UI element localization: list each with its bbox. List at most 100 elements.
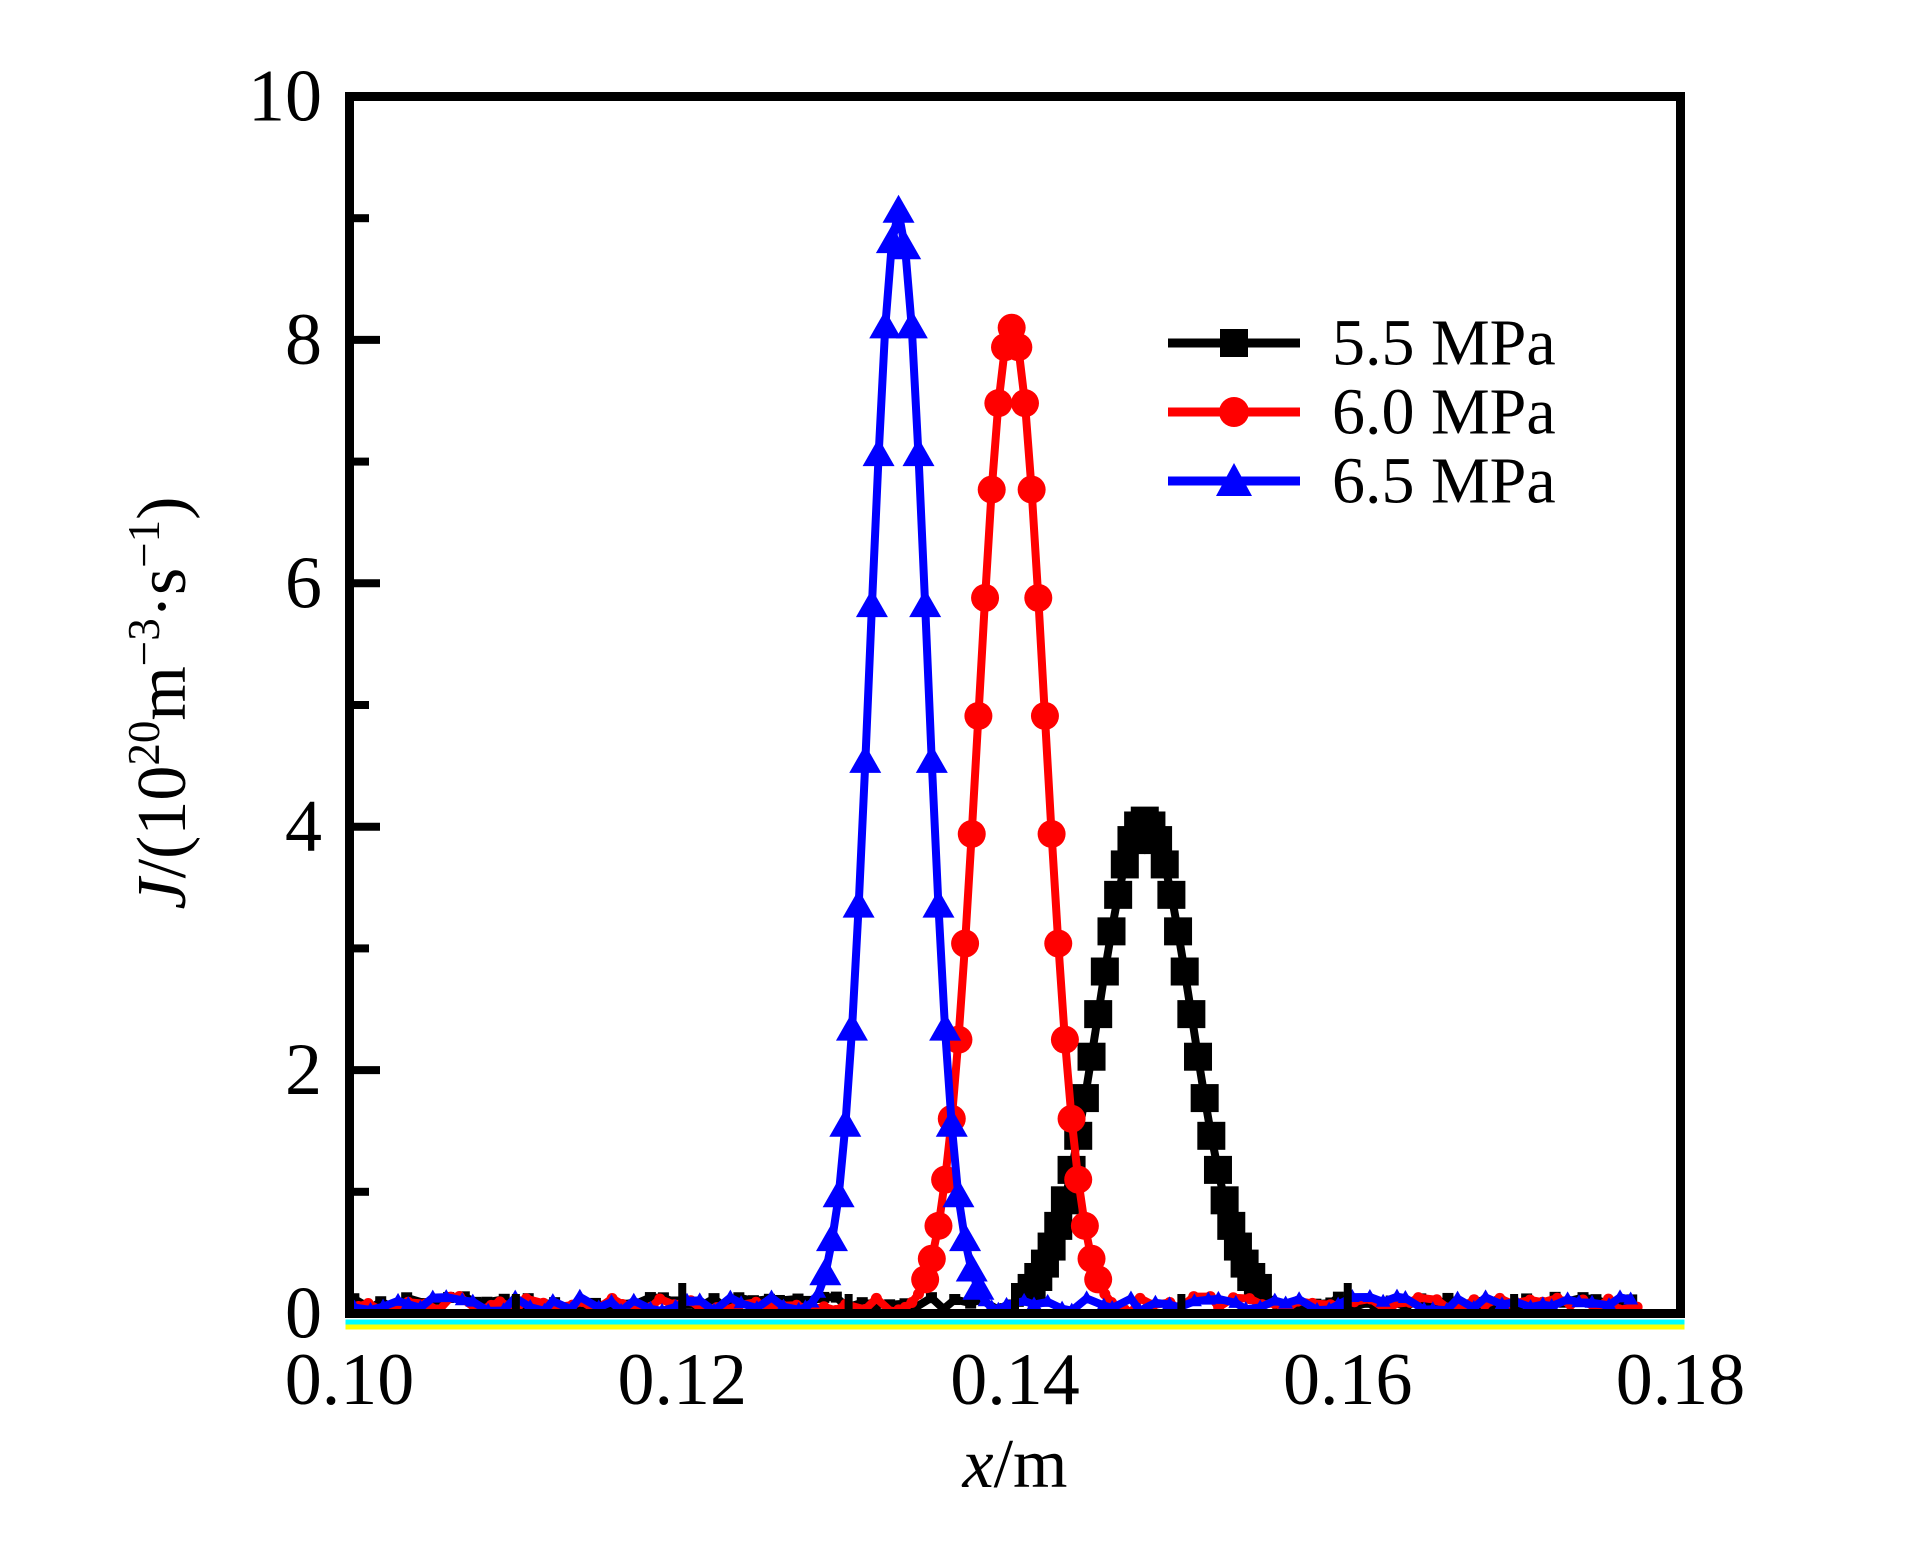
x-tick-label: 0.10 [285, 1339, 415, 1421]
marker-square [1197, 1121, 1226, 1150]
marker-square [1077, 1042, 1106, 1071]
marker-square [1210, 1186, 1239, 1215]
y-tick-label: 10 [248, 56, 322, 138]
marker-circle [977, 475, 1006, 504]
marker-square [1084, 1000, 1113, 1029]
marker-triangle [1162, 1296, 1178, 1310]
marker-triangle [1623, 1291, 1639, 1305]
series-6-5-mpa [346, 194, 1639, 1316]
legend-triangle-marker-icon [1216, 463, 1252, 496]
legend-label: 6.5 MPa [1332, 445, 1556, 518]
marker-square [830, 1291, 842, 1303]
marker-circle [1084, 1265, 1113, 1294]
marker-triangle [1210, 1290, 1226, 1304]
marker-circle [1050, 1025, 1079, 1054]
marker-triangle [935, 1108, 968, 1137]
y-tick-labels: 0 2 4 6 8 10 [248, 56, 322, 1355]
marker-triangle [400, 1296, 416, 1310]
marker-square [792, 1293, 804, 1305]
legend: 5.5 MPa 6.0 MPa 6.5 MPa [1168, 307, 1556, 518]
marker-triangle [1040, 1293, 1056, 1307]
marker-triangle [889, 231, 922, 260]
marker-triangle [1079, 1290, 1095, 1304]
y-tick-label: 4 [285, 786, 322, 868]
marker-triangle [1200, 1291, 1216, 1305]
marker-triangle [1123, 1290, 1139, 1304]
marker-triangle [454, 1292, 470, 1306]
marker-circle [971, 583, 1000, 612]
marker-triangle [438, 1289, 454, 1303]
marker-triangle [902, 438, 935, 467]
legend-item-5-5-mpa: 5.5 MPa [1168, 307, 1556, 380]
marker-square [1044, 1211, 1073, 1240]
marker-square [1177, 1000, 1206, 1029]
legend-label: 5.5 MPa [1332, 307, 1556, 380]
marker-triangle [1186, 1293, 1202, 1307]
marker-circle [1017, 475, 1046, 504]
marker-triangle [962, 1271, 995, 1300]
marker-circle [1057, 1104, 1086, 1133]
marker-triangle [1147, 1294, 1163, 1308]
y-axis-title: J/(1020m−3·s−1) [119, 497, 201, 910]
marker-triangle [1375, 1293, 1391, 1307]
series-layer [346, 194, 1643, 1318]
marker-triangle [522, 1299, 538, 1313]
marker-triangle [465, 1293, 481, 1307]
series-5-5-mpa [348, 806, 1638, 1317]
marker-square [1150, 850, 1179, 879]
series-line [353, 208, 1632, 1315]
marker-circle [1010, 389, 1039, 418]
marker-circle [1070, 1211, 1099, 1240]
marker-triangle [929, 1012, 962, 1041]
x-tick-label: 0.18 [1616, 1339, 1746, 1421]
marker-triangle [1016, 1292, 1032, 1306]
marker-square [1157, 880, 1186, 909]
marker-square [949, 1294, 961, 1306]
marker-circle [1030, 701, 1059, 730]
legend-circle-marker-icon [1219, 397, 1249, 427]
marker-triangle [999, 1296, 1015, 1310]
marker-circle [870, 1292, 882, 1304]
marker-triangle [390, 1292, 406, 1306]
tick-layer [345, 92, 1685, 1318]
marker-triangle [915, 744, 948, 773]
y-tick-label: 6 [285, 542, 322, 624]
marker-circle [1244, 1293, 1256, 1305]
marker-triangle [1330, 1296, 1346, 1310]
marker-square [1090, 957, 1119, 986]
marker-square [884, 1299, 896, 1311]
marker-circle [917, 1244, 946, 1273]
marker-triangle [1601, 1297, 1617, 1311]
marker-triangle [733, 1295, 749, 1309]
marker-circle [924, 1211, 953, 1240]
marker-triangle [809, 1257, 842, 1286]
marker-triangle [626, 1292, 642, 1306]
marker-triangle [1096, 1297, 1112, 1311]
marker-square [1203, 1155, 1232, 1184]
marker-triangle [1278, 1295, 1294, 1309]
marker-triangle [909, 589, 942, 618]
marker-square [965, 1297, 977, 1309]
marker-triangle [949, 1223, 982, 1252]
marker-triangle [1612, 1289, 1628, 1303]
marker-square [1144, 826, 1173, 855]
marker-triangle [855, 589, 888, 618]
marker-square [1104, 880, 1133, 909]
y-tick-label: 2 [285, 1029, 322, 1111]
marker-triangle [829, 1108, 862, 1137]
marker-triangle [1267, 1292, 1283, 1306]
marker-triangle [895, 310, 928, 339]
marker-triangle [811, 1284, 827, 1298]
marker-circle [654, 1293, 666, 1305]
marker-square [925, 1292, 937, 1304]
marker-triangle [775, 1298, 791, 1312]
marker-circle [951, 929, 980, 958]
marker-circle [1004, 333, 1033, 362]
marker-triangle [692, 1292, 708, 1306]
marker-circle [984, 389, 1013, 418]
marker-square [1442, 1292, 1454, 1304]
marker-triangle [375, 1298, 391, 1312]
marker-triangle [763, 1289, 779, 1303]
marker-square [1097, 917, 1126, 946]
